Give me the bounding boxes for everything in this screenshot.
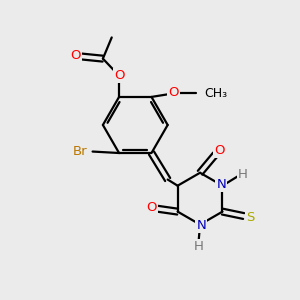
Text: H: H (194, 240, 203, 254)
Text: O: O (168, 86, 179, 99)
Text: S: S (246, 211, 254, 224)
Text: O: O (114, 69, 124, 82)
Text: O: O (214, 144, 225, 157)
Text: N: N (196, 219, 206, 232)
Text: N: N (216, 178, 226, 191)
Text: O: O (146, 201, 157, 214)
Text: H: H (238, 168, 248, 181)
Text: CH₃: CH₃ (204, 87, 227, 100)
Text: Br: Br (73, 145, 87, 158)
Text: O: O (70, 49, 81, 62)
